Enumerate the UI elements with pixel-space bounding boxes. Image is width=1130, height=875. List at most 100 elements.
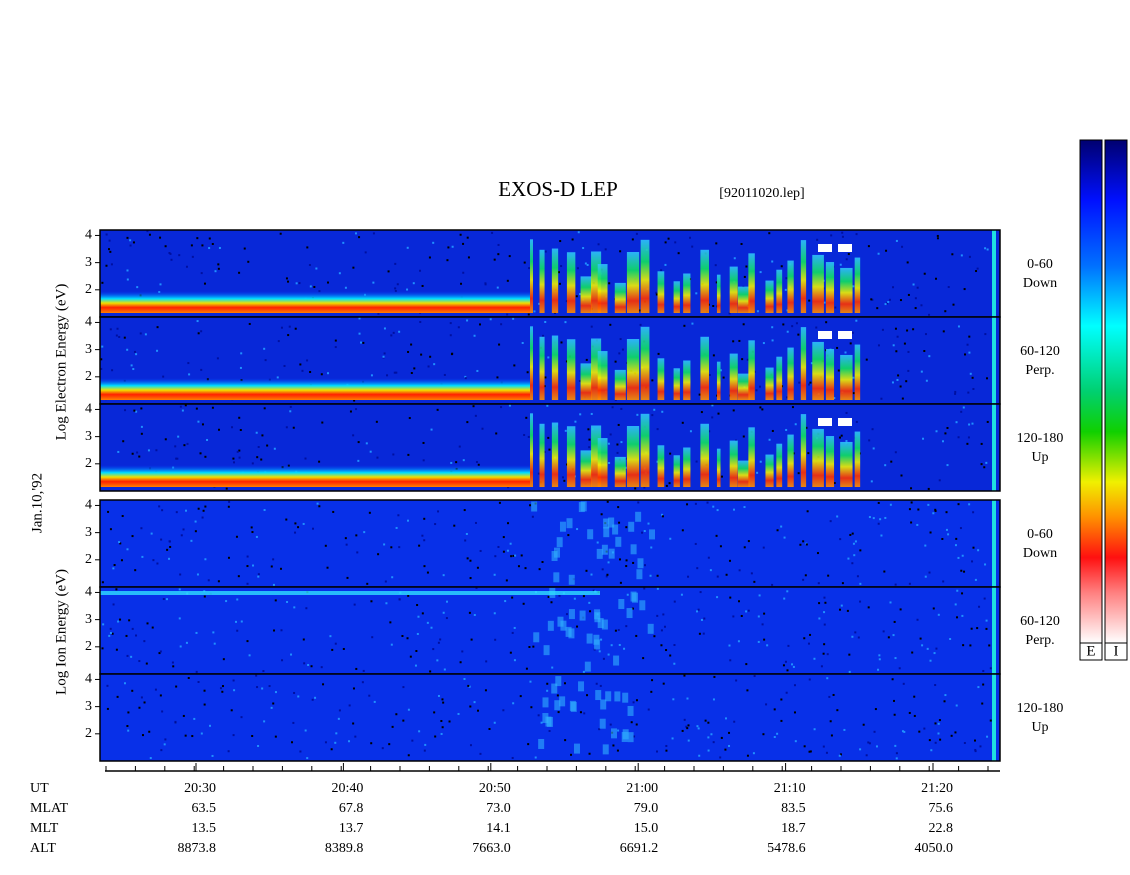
noise bbox=[929, 659, 932, 662]
noise bbox=[576, 528, 579, 531]
y-tick-label: 4 bbox=[85, 315, 92, 330]
noise bbox=[954, 731, 957, 734]
noise bbox=[762, 342, 765, 345]
noise bbox=[664, 263, 667, 266]
noise bbox=[602, 657, 605, 660]
noise bbox=[605, 575, 608, 578]
burst bbox=[700, 423, 709, 487]
noise bbox=[707, 736, 710, 739]
noise bbox=[780, 698, 783, 701]
noise bbox=[191, 255, 194, 258]
noise bbox=[423, 749, 426, 752]
noise bbox=[179, 573, 182, 576]
noise bbox=[550, 601, 553, 604]
noise bbox=[970, 627, 973, 630]
noise bbox=[803, 745, 806, 748]
noise bbox=[418, 730, 421, 733]
burst bbox=[737, 286, 751, 313]
burst bbox=[716, 361, 721, 400]
time-cell: 4050.0 bbox=[915, 841, 954, 856]
noise bbox=[792, 665, 795, 668]
noise bbox=[907, 369, 910, 372]
noise bbox=[845, 258, 848, 261]
noise bbox=[461, 650, 464, 653]
noise bbox=[246, 565, 249, 568]
noise bbox=[252, 564, 255, 567]
ion-patch bbox=[542, 697, 549, 708]
time-cell: 15.0 bbox=[634, 821, 659, 836]
noise bbox=[442, 611, 445, 614]
noise bbox=[311, 698, 314, 701]
noise bbox=[839, 753, 842, 756]
noise bbox=[413, 367, 416, 370]
y-tick-label: 3 bbox=[85, 699, 92, 714]
noise bbox=[719, 369, 722, 372]
noise bbox=[301, 369, 304, 372]
noise bbox=[381, 747, 384, 750]
noise bbox=[703, 617, 706, 620]
noise bbox=[203, 595, 206, 598]
noise bbox=[513, 659, 516, 662]
noise bbox=[986, 248, 989, 251]
noise bbox=[674, 241, 677, 244]
noise bbox=[484, 283, 487, 286]
noise bbox=[668, 482, 671, 485]
noise bbox=[939, 738, 942, 741]
noise bbox=[868, 742, 871, 745]
burst bbox=[673, 281, 680, 313]
noise bbox=[398, 330, 401, 333]
noise bbox=[908, 711, 911, 714]
noise bbox=[416, 604, 419, 607]
noise bbox=[746, 358, 749, 361]
noise bbox=[556, 694, 559, 697]
noise bbox=[355, 534, 358, 537]
noise bbox=[453, 524, 456, 527]
noise bbox=[187, 677, 190, 680]
time-cell: 7663.0 bbox=[472, 841, 511, 856]
noise bbox=[986, 420, 989, 423]
noise bbox=[197, 680, 200, 683]
noise bbox=[691, 322, 694, 325]
noise bbox=[822, 745, 825, 748]
noise bbox=[916, 618, 919, 621]
noise bbox=[423, 539, 426, 542]
noise bbox=[930, 749, 933, 752]
noise bbox=[251, 735, 254, 738]
angle-label: 60-120 bbox=[1020, 614, 1060, 629]
noise bbox=[290, 653, 293, 656]
edge-strip bbox=[992, 674, 996, 761]
noise bbox=[288, 325, 291, 328]
noise bbox=[859, 582, 862, 585]
noise bbox=[891, 678, 894, 681]
noise bbox=[434, 523, 437, 526]
noise bbox=[737, 600, 740, 603]
noise bbox=[407, 708, 410, 711]
noise bbox=[308, 264, 311, 267]
noise bbox=[743, 506, 746, 509]
noise bbox=[263, 509, 266, 512]
noise bbox=[140, 696, 143, 699]
noise bbox=[724, 748, 727, 751]
noise bbox=[768, 232, 771, 235]
noise bbox=[127, 711, 130, 714]
noise bbox=[633, 735, 636, 738]
noise bbox=[761, 408, 764, 411]
noise bbox=[815, 326, 818, 329]
noise bbox=[681, 529, 684, 532]
noise bbox=[408, 417, 411, 420]
noise bbox=[527, 743, 530, 746]
noise bbox=[161, 509, 164, 512]
noise bbox=[230, 709, 233, 712]
noise bbox=[635, 699, 638, 702]
noise bbox=[619, 250, 622, 253]
noise bbox=[728, 731, 731, 734]
noise bbox=[809, 750, 812, 753]
noise bbox=[885, 249, 888, 252]
noise bbox=[371, 636, 374, 639]
noise bbox=[952, 303, 955, 306]
noise bbox=[201, 423, 204, 426]
noise bbox=[228, 500, 231, 503]
noise bbox=[538, 568, 541, 571]
noise bbox=[440, 719, 443, 722]
